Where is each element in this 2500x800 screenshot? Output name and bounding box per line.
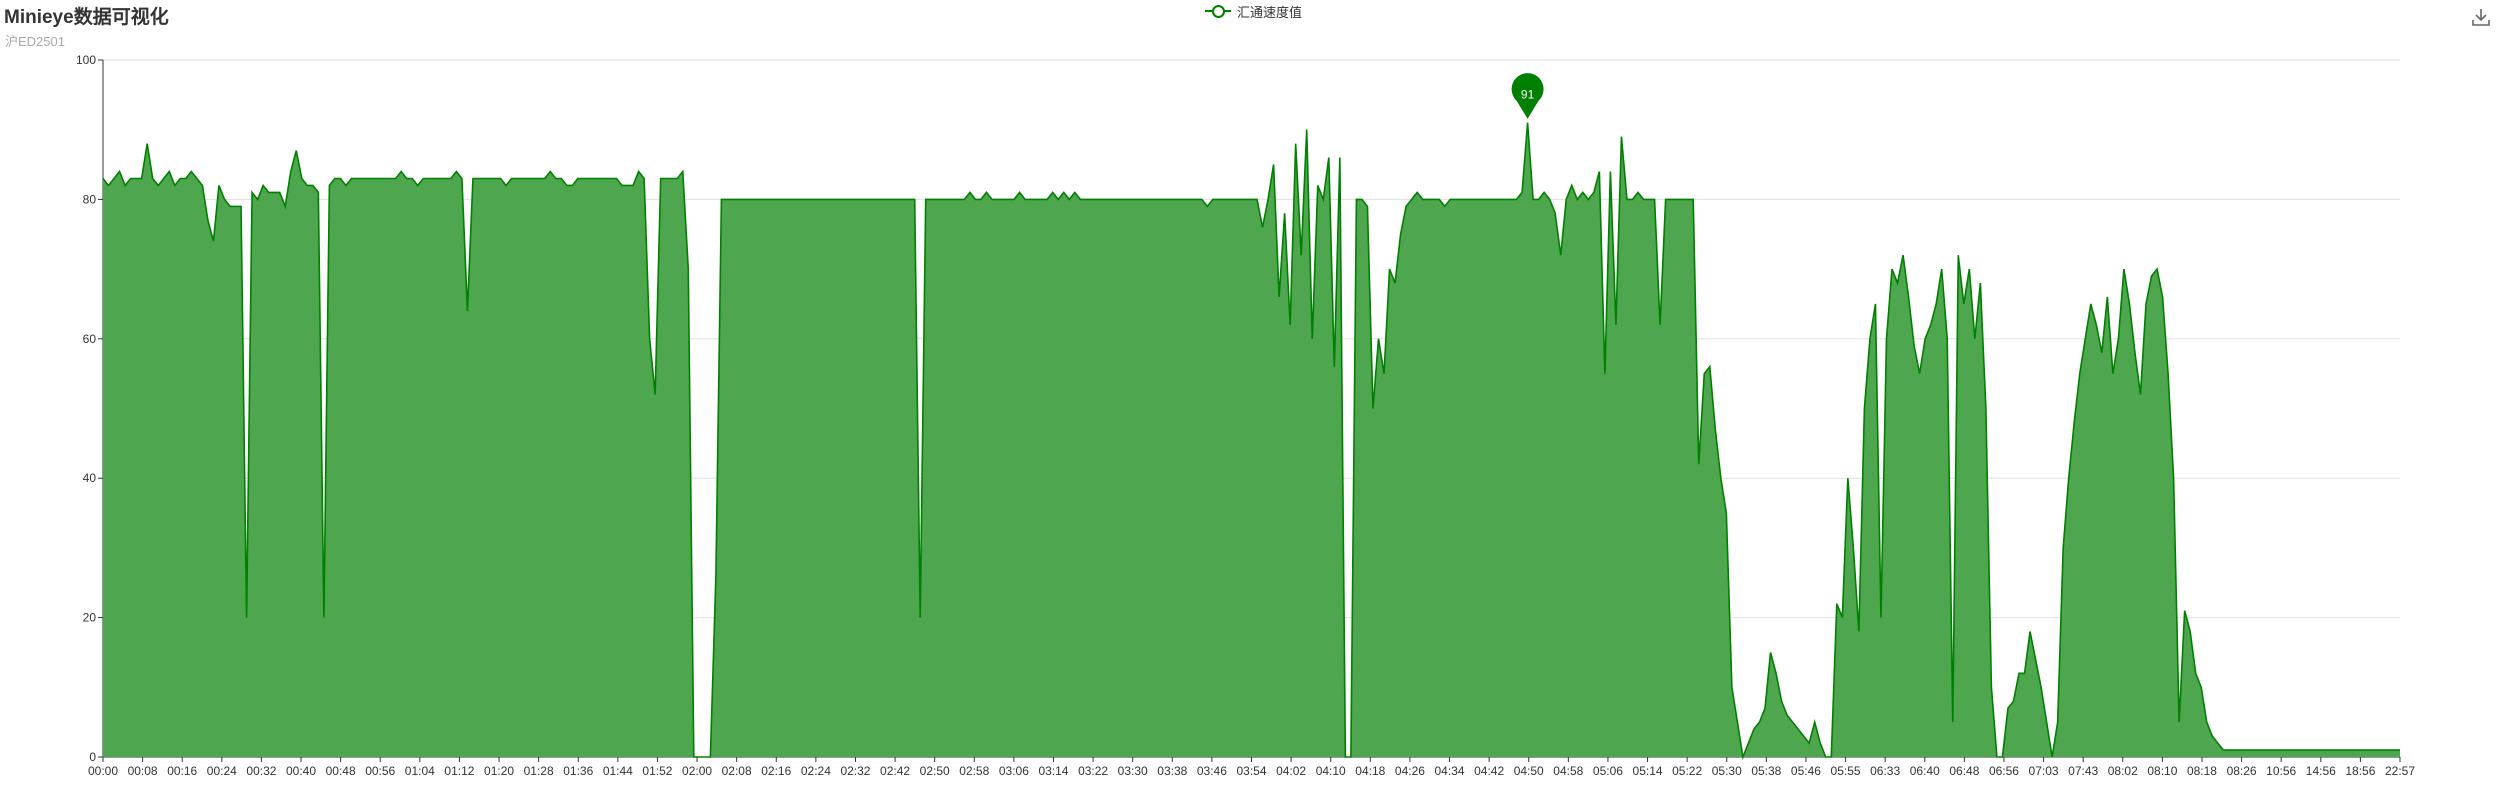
x-tick-label: 01:36 bbox=[563, 764, 593, 778]
x-tick-label: 04:10 bbox=[1316, 764, 1346, 778]
x-tick-label: 14:56 bbox=[2306, 764, 2336, 778]
x-tick-label: 04:26 bbox=[1395, 764, 1425, 778]
x-tick-label: 02:24 bbox=[801, 764, 831, 778]
x-tick-label: 05:55 bbox=[1831, 764, 1861, 778]
series-area bbox=[103, 122, 2400, 758]
y-tick-label: 0 bbox=[89, 750, 96, 764]
x-tick-label: 05:46 bbox=[1791, 764, 1821, 778]
x-tick-label: 06:40 bbox=[1910, 764, 1940, 778]
legend-line-icon bbox=[1205, 4, 1231, 18]
x-tick-label: 10:56 bbox=[2266, 764, 2296, 778]
x-tick-label: 02:16 bbox=[761, 764, 791, 778]
x-tick-label: 00:32 bbox=[246, 764, 276, 778]
x-tick-label: 22:57 bbox=[2385, 764, 2415, 778]
x-tick-label: 03:30 bbox=[1118, 764, 1148, 778]
x-tick-label: 08:02 bbox=[2108, 764, 2138, 778]
x-tick-label: 00:16 bbox=[167, 764, 197, 778]
x-tick-label: 01:12 bbox=[444, 764, 474, 778]
x-tick-label: 01:20 bbox=[484, 764, 514, 778]
x-tick-label: 00:56 bbox=[365, 764, 395, 778]
x-tick-label: 03:14 bbox=[1038, 764, 1068, 778]
x-tick-label: 05:30 bbox=[1712, 764, 1742, 778]
x-tick-label: 01:52 bbox=[642, 764, 672, 778]
chart-title: Minieye数据可视化 bbox=[4, 7, 169, 28]
x-tick-label: 05:06 bbox=[1593, 764, 1623, 778]
x-tick-label: 07:43 bbox=[2068, 764, 2098, 778]
x-tick-label: 04:42 bbox=[1474, 764, 1504, 778]
download-icon[interactable] bbox=[2470, 6, 2492, 28]
x-tick-label: 05:38 bbox=[1751, 764, 1781, 778]
x-tick-label: 18:56 bbox=[2345, 764, 2375, 778]
x-tick-label: 08:18 bbox=[2187, 764, 2217, 778]
legend-item[interactable]: 汇通速度值 bbox=[1205, 2, 1302, 20]
x-tick-label: 00:48 bbox=[326, 764, 356, 778]
y-tick-label: 80 bbox=[83, 192, 97, 206]
x-tick-label: 06:48 bbox=[1949, 764, 1979, 778]
y-tick-label: 40 bbox=[83, 471, 97, 485]
x-tick-label: 00:08 bbox=[128, 764, 158, 778]
x-tick-label: 05:14 bbox=[1633, 764, 1663, 778]
x-tick-label: 08:10 bbox=[2147, 764, 2177, 778]
y-tick-label: 100 bbox=[76, 53, 96, 67]
x-tick-label: 00:40 bbox=[286, 764, 316, 778]
x-tick-label: 00:24 bbox=[207, 764, 237, 778]
x-tick-label: 06:33 bbox=[1870, 764, 1900, 778]
x-tick-label: 01:44 bbox=[603, 764, 633, 778]
x-tick-label: 02:00 bbox=[682, 764, 712, 778]
x-tick-label: 02:32 bbox=[840, 764, 870, 778]
x-tick-label: 02:08 bbox=[722, 764, 752, 778]
x-tick-label: 00:00 bbox=[88, 764, 118, 778]
x-tick-label: 01:28 bbox=[524, 764, 554, 778]
series-line bbox=[102, 122, 2400, 761]
max-mark-label: 91 bbox=[1521, 88, 1535, 102]
legend-label: 汇通速度值 bbox=[1237, 4, 1303, 20]
x-tick-label: 02:50 bbox=[920, 764, 950, 778]
x-tick-label: 04:02 bbox=[1276, 764, 1306, 778]
x-tick-label: 01:04 bbox=[405, 764, 435, 778]
x-tick-label: 03:54 bbox=[1236, 764, 1266, 778]
chart-subtitle: 沪ED2501 bbox=[5, 34, 65, 49]
x-tick-label: 05:22 bbox=[1672, 764, 1702, 778]
y-tick-label: 60 bbox=[83, 332, 97, 346]
x-tick-label: 02:42 bbox=[880, 764, 910, 778]
x-tick-label: 04:34 bbox=[1435, 764, 1465, 778]
x-tick-label: 03:22 bbox=[1078, 764, 1108, 778]
x-tick-label: 04:58 bbox=[1553, 764, 1583, 778]
x-tick-label: 03:38 bbox=[1157, 764, 1187, 778]
x-tick-label: 03:06 bbox=[999, 764, 1029, 778]
x-tick-label: 08:26 bbox=[2227, 764, 2257, 778]
x-tick-label: 07:03 bbox=[2029, 764, 2059, 778]
x-tick-label: 04:50 bbox=[1514, 764, 1544, 778]
x-tick-label: 06:56 bbox=[1989, 764, 2019, 778]
x-tick-label: 04:18 bbox=[1355, 764, 1385, 778]
y-tick-label: 20 bbox=[83, 611, 97, 625]
x-tick-label: 03:46 bbox=[1197, 764, 1227, 778]
x-tick-label: 02:58 bbox=[959, 764, 989, 778]
max-mark-pin bbox=[1511, 73, 1544, 119]
